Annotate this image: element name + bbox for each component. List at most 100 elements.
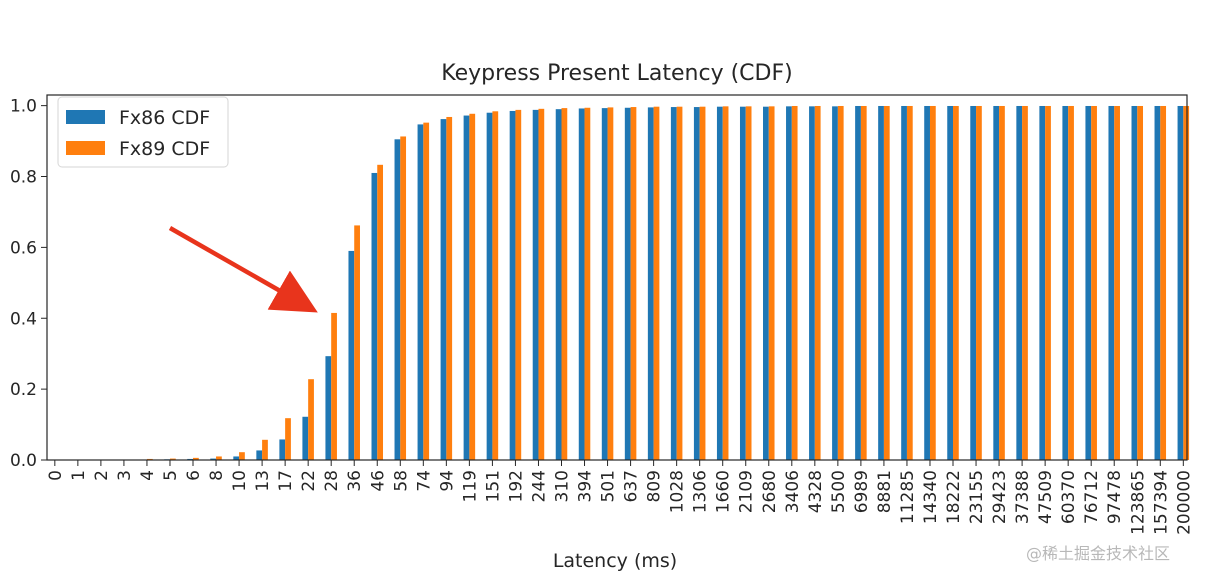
x-tick-label: 74 [414, 470, 434, 492]
bar-fx89-5 [169, 458, 176, 460]
bar-fx89-10 [239, 452, 245, 460]
bar-fx86-5500 [832, 106, 838, 460]
bar-fx89-8881 [883, 105, 890, 461]
x-tick-label: 2680 [760, 470, 780, 513]
bar-fx89-3406 [791, 105, 798, 461]
bar-fx86-46 [371, 172, 378, 460]
bar-fx89-4328 [814, 105, 821, 461]
x-tick-label: 28 [322, 470, 342, 492]
bar-fx86-36 [348, 250, 355, 460]
bar-fx86-28 [325, 356, 332, 460]
y-tick-label: 0.4 [10, 309, 37, 329]
y-tick-label: 1.0 [10, 97, 37, 117]
bar-fx86-2680 [763, 106, 769, 460]
bar-fx86-13 [256, 450, 263, 460]
bar-fx89-13 [262, 439, 268, 460]
y-tick-label: 0.6 [10, 238, 37, 258]
bar-fx89-94 [446, 116, 453, 460]
bar-fx86-76712 [1085, 105, 1092, 461]
bar-fx86-18222 [947, 105, 954, 461]
bar-fx86-1660 [716, 106, 723, 460]
legend: Fx86 CDF Fx89 CDF [57, 96, 229, 168]
x-tick-label: 4 [138, 470, 158, 481]
y-axis: 0.0 0.2 0.4 0.6 0.8 1.0 [10, 97, 47, 471]
bar-fx86-123865 [1131, 105, 1138, 461]
bar-fx89-2680 [768, 106, 775, 460]
bar-fx86-14340 [924, 105, 930, 461]
bar-fx89-36 [354, 225, 360, 460]
bar-fx86-60370 [1062, 105, 1069, 461]
bar-fx89-37388 [1022, 105, 1028, 461]
bar-fx89-60370 [1068, 105, 1074, 461]
x-tick-label: 10 [230, 470, 250, 492]
bar-fx89-244 [538, 108, 545, 460]
x-tick-label: 809 [645, 470, 665, 502]
x-tick-label: 1028 [668, 470, 688, 513]
x-tick-label: 17 [276, 470, 296, 492]
bar-fx89-123865 [1137, 105, 1144, 461]
bar-fx86-22 [302, 416, 309, 460]
bar-fx86-37388 [1016, 105, 1023, 461]
x-tick-label: 37388 [1013, 470, 1033, 524]
bar-fx89-151 [492, 111, 499, 461]
x-axis-label: Latency (ms) [553, 550, 677, 572]
bar-fx89-157394 [1160, 105, 1167, 461]
bar-fx86-97478 [1108, 105, 1115, 461]
x-tick-label: 244 [529, 470, 549, 502]
legend-swatch-fx86 [66, 110, 105, 124]
x-tick-label: 200000 [1174, 470, 1194, 535]
bar-fx89-310 [561, 108, 568, 461]
x-tick-label: 94 [437, 470, 457, 492]
watermark: @稀土掘金技术社区 [1026, 544, 1171, 563]
bar-fx86-74 [417, 124, 424, 460]
bar-fx86-151 [486, 112, 493, 460]
x-tick-label: 8 [207, 470, 227, 481]
bar-fx86-17 [279, 439, 286, 460]
plot-frame [46, 94, 1188, 461]
x-tick-label: 637 [622, 470, 642, 502]
bar-fx89-14340 [929, 105, 936, 461]
bar-fx86-1028 [670, 107, 677, 461]
bar-fx89-637 [630, 107, 637, 461]
bar-fx86-501 [601, 108, 608, 461]
bar-fx89-6 [193, 457, 199, 460]
x-tick-label: 60370 [1059, 470, 1079, 524]
bar-fx89-17 [285, 418, 291, 460]
bar-fx89-119 [469, 113, 476, 460]
bar-fx89-200000 [1183, 105, 1190, 461]
bar-fx86-6989 [855, 105, 861, 461]
bar-fx86-2109 [739, 106, 746, 460]
bar-fx89-11285 [906, 105, 913, 461]
bar-fx86-4328 [809, 106, 815, 460]
bar-fx86-3406 [786, 106, 792, 460]
x-tick-label: 2 [92, 470, 112, 481]
bar-fx86-809 [647, 107, 654, 461]
x-tick-label: 11285 [898, 470, 918, 524]
legend-label-fx89: Fx89 CDF [119, 138, 210, 160]
x-tick-label: 3 [115, 470, 135, 481]
x-tick-label: 394 [576, 470, 596, 502]
bar-fx86-244 [532, 109, 539, 460]
x-tick-label: 1306 [691, 470, 711, 513]
bar-fx86-8881 [878, 105, 884, 461]
bar-fx86-94 [440, 119, 447, 460]
bar-fx86-47509 [1039, 105, 1046, 461]
x-tick-label: 2109 [737, 470, 757, 513]
bar-fx86-10 [233, 456, 240, 460]
bar-fx89-1306 [699, 106, 706, 460]
x-tick-label: 14340 [921, 470, 941, 524]
chart-title: Keypress Present Latency (CDF) [441, 61, 792, 86]
x-tick-label: 58 [391, 470, 411, 492]
x-tick-label: 29423 [990, 470, 1010, 524]
bar-fx89-58 [400, 136, 407, 460]
x-tick-label: 310 [552, 470, 572, 502]
x-tick-label: 46 [368, 470, 388, 492]
bar-fx89-74 [423, 122, 430, 460]
bar-fx86-310 [555, 109, 562, 461]
x-tick-label: 22 [299, 470, 319, 492]
x-tick-label: 13 [253, 470, 273, 492]
x-tick-label: 119 [460, 470, 480, 502]
bar-fx89-29423 [999, 105, 1005, 461]
x-tick-label: 3406 [783, 470, 803, 513]
x-tick-label: 47509 [1036, 470, 1056, 524]
